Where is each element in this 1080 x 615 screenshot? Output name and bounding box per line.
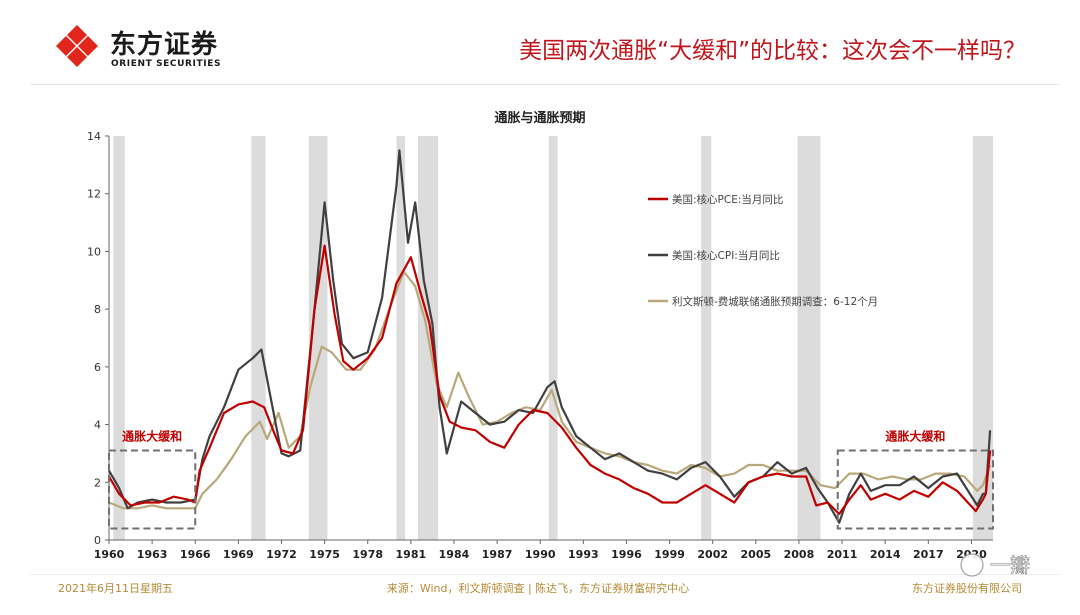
- x-tick-label: 1966: [180, 548, 211, 561]
- footer-source: 来源：Wind，利文斯顿调查 | 陈达飞，东方证券财富研究中心: [387, 581, 689, 595]
- series-line-livingston: [108, 270, 992, 510]
- logo-diamond-icon: [56, 25, 98, 67]
- brand-logo: 东方证券 ORIENT SECURITIES: [56, 25, 221, 69]
- legend-item-livingston: 利文斯顿-费城联储通胀预期调查：6-12个月: [648, 295, 878, 308]
- axes: 0 2 4 6 8 10 12 14 1960 1963 1966 1969 1972 1975 1978 1…: [87, 130, 993, 561]
- header-divider: [30, 84, 1060, 85]
- x-tick-label: 1984: [439, 548, 470, 561]
- page-headline: 美国两次通胀“大缓和”的比较：这次会不一样吗？: [519, 38, 1026, 64]
- recession-band: [113, 136, 125, 540]
- x-tick-label: 1987: [482, 548, 513, 561]
- recession-band: [797, 136, 821, 540]
- recession-band: [972, 136, 993, 540]
- annotation-label: 通胀大缓和: [122, 429, 182, 444]
- legend-item-core-cpi: 美国:核心CPI:当月同比: [648, 249, 780, 262]
- x-tick-label: 2017: [913, 548, 944, 561]
- recession-band: [396, 136, 406, 540]
- annotations: 通胀大缓和 通胀大缓和: [108, 429, 995, 530]
- recession-band: [548, 136, 558, 540]
- legend: 美国:核心PCE:当月同比 美国:核心CPI:当月同比 利文斯顿-费城联储通胀预…: [648, 193, 878, 308]
- x-tick-label: 1978: [352, 548, 383, 561]
- annotation-box: [108, 449, 197, 530]
- footer-divider: [30, 574, 1060, 575]
- x-tick-label: 1972: [266, 548, 297, 561]
- x-tick-label: 2005: [741, 548, 772, 561]
- legend-label-core-pce: 美国:核心PCE:当月同比: [672, 193, 783, 206]
- chat-bubble-icon: [960, 553, 984, 577]
- recession-band: [308, 136, 328, 540]
- x-tick-label: 2011: [827, 548, 858, 561]
- x-tick-label: 1975: [309, 548, 340, 561]
- recession-band: [251, 136, 266, 540]
- series-line-core-pce: [108, 244, 992, 516]
- chart-title: 通胀与通胀预期: [494, 110, 585, 126]
- footer-date: 2021年6月11日星期五: [58, 581, 173, 595]
- x-tick-label: 1981: [396, 548, 427, 561]
- y-tick-label: 2: [94, 476, 101, 489]
- x-tick-label: 1960: [94, 548, 125, 561]
- annotation-label: 通胀大缓和: [885, 429, 945, 444]
- y-tick-label: 12: [87, 188, 101, 201]
- watermark: 一瓣: [960, 553, 1030, 577]
- y-tick-label: 4: [94, 419, 101, 432]
- x-tick-label: 1999: [654, 548, 685, 561]
- x-tick-label: 1963: [137, 548, 168, 561]
- legend-label-livingston: 利文斯顿-费城联储通胀预期调查：6-12个月: [672, 295, 878, 308]
- x-tick-label: 1993: [568, 548, 599, 561]
- annotation-box: [836, 449, 995, 530]
- legend-label-core-cpi: 美国:核心CPI:当月同比: [672, 249, 780, 262]
- x-tick-label: 1969: [223, 548, 254, 561]
- series-lines: [108, 149, 992, 524]
- y-tick-label: 0: [94, 534, 101, 547]
- x-tick-label: 2002: [697, 548, 728, 561]
- watermark-text: 一瓣: [990, 553, 1030, 577]
- x-tick-label: 2014: [870, 548, 901, 561]
- recession-band: [701, 136, 712, 540]
- brand-name-en: ORIENT SECURITIES: [111, 59, 221, 69]
- y-tick-label: 6: [94, 361, 101, 374]
- legend-item-core-pce: 美国:核心PCE:当月同比: [648, 193, 783, 206]
- footer-company: 东方证券股份有限公司: [912, 581, 1022, 595]
- y-tick-label: 10: [87, 245, 101, 258]
- x-tick-label: 2008: [784, 548, 815, 561]
- y-tick-label: 14: [87, 130, 101, 143]
- brand-name-cn: 东方证券: [110, 29, 218, 60]
- recession-shading: [113, 136, 993, 540]
- x-tick-label: 1990: [525, 548, 556, 561]
- y-tick-label: 8: [94, 303, 101, 316]
- x-tick-label: 1996: [611, 548, 642, 561]
